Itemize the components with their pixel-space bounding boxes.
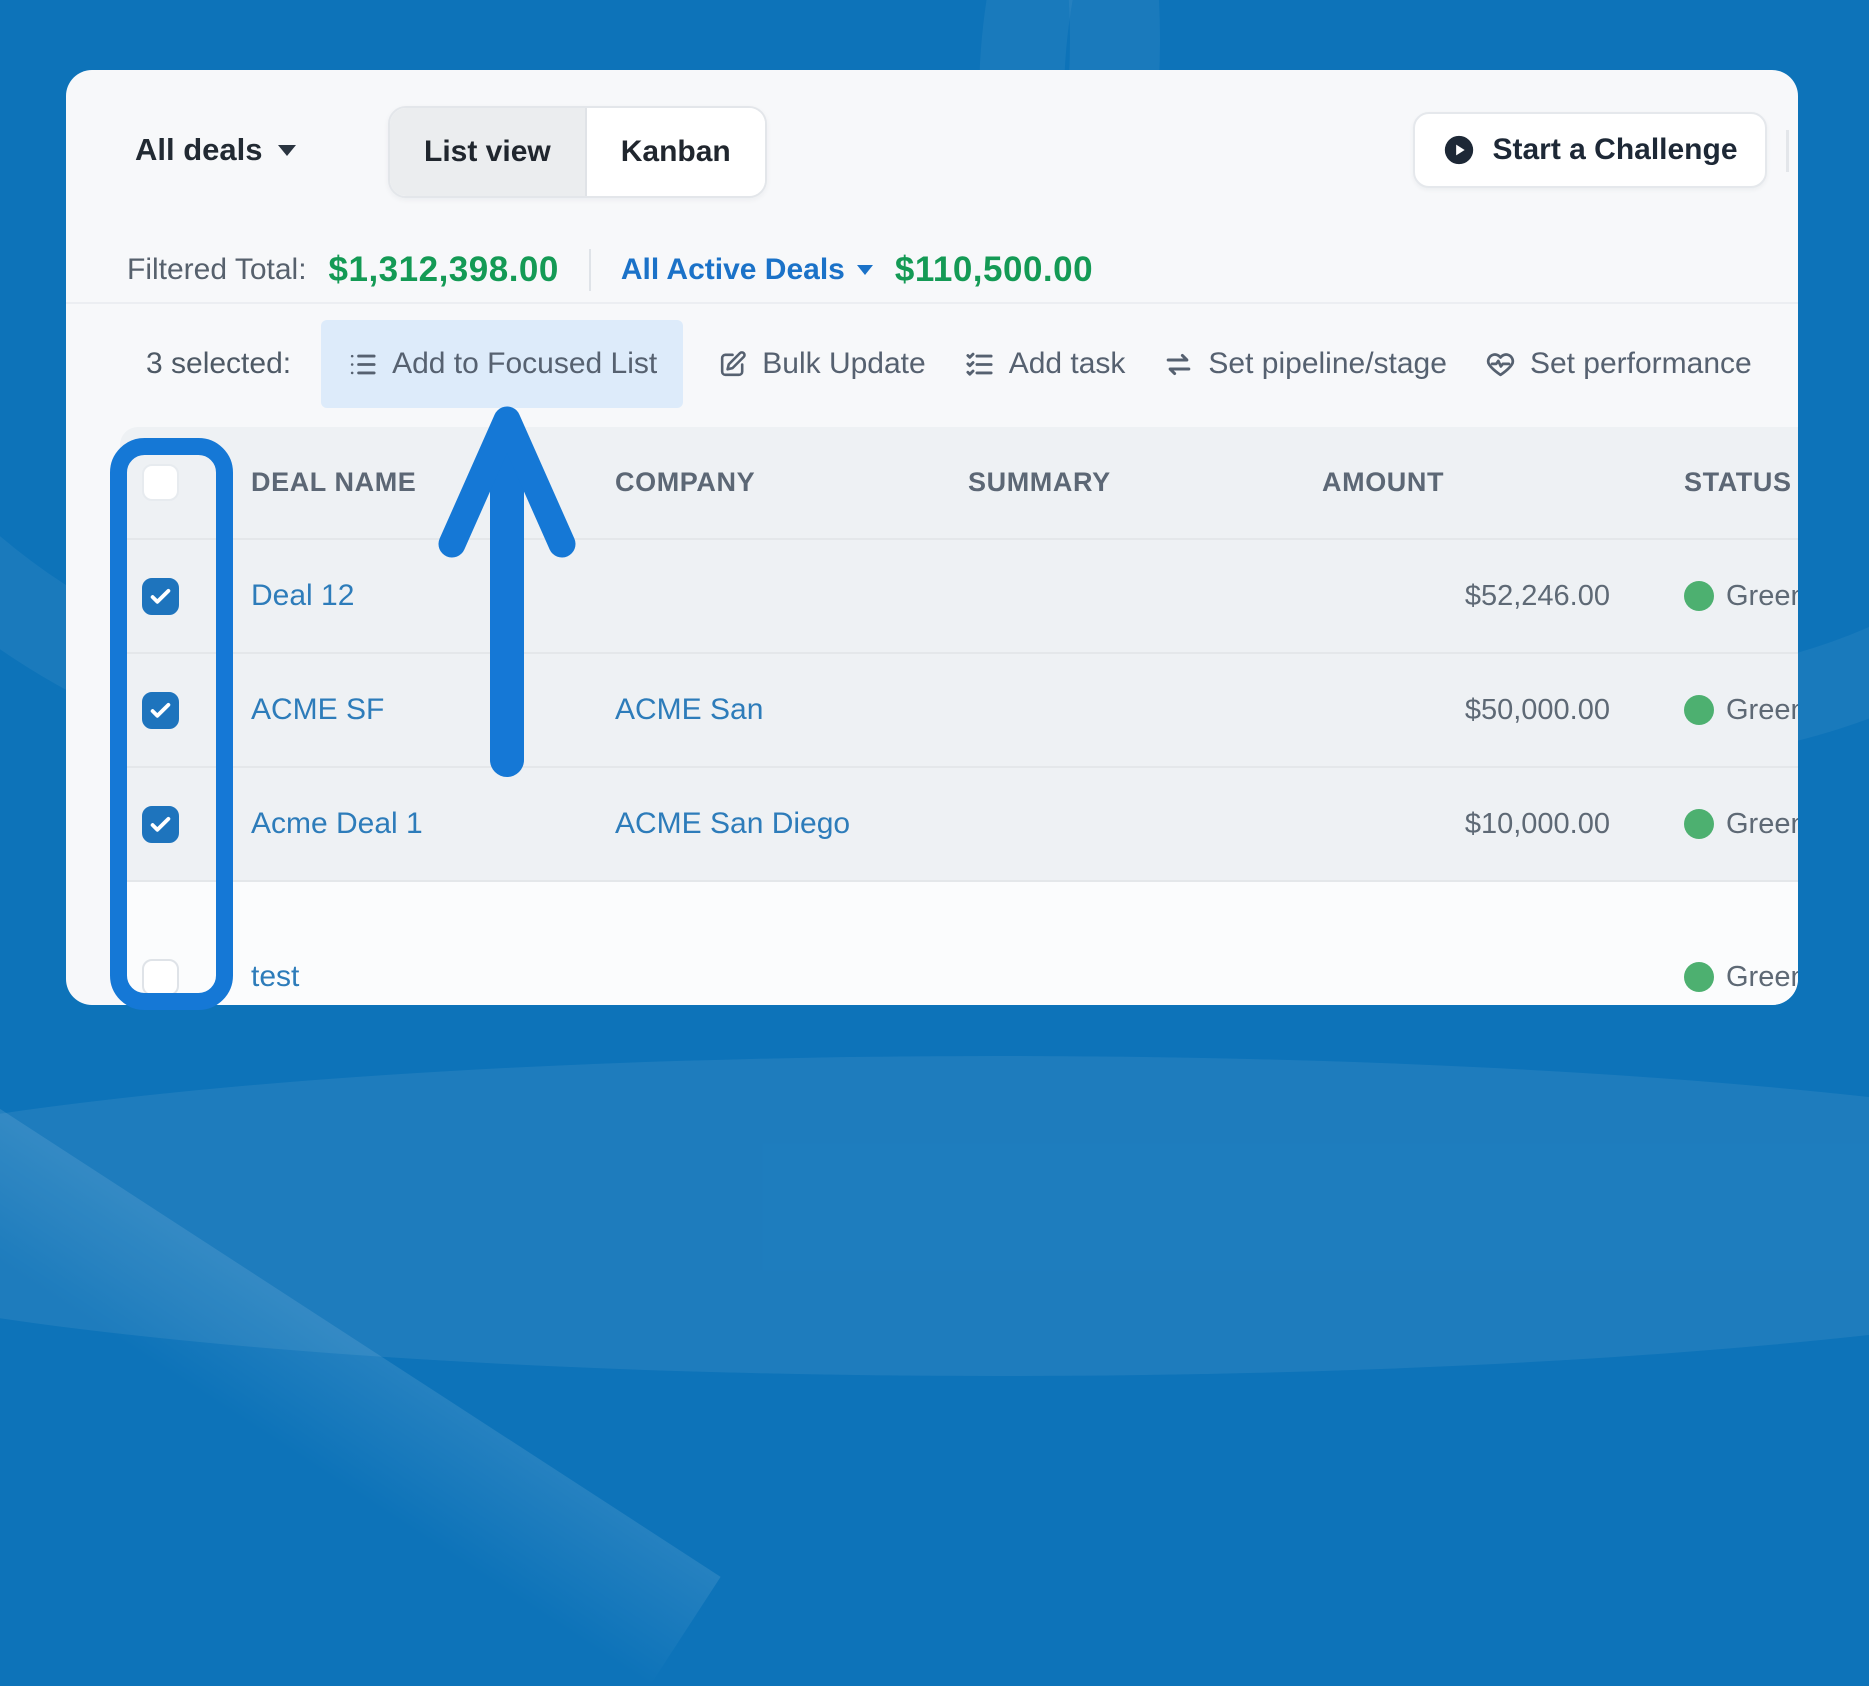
summary-cell <box>950 654 1300 766</box>
section-divider <box>66 302 1798 304</box>
amount-cell: $10,000.00 <box>1464 807 1610 840</box>
column-header-amount: AMOUNT <box>1322 467 1445 497</box>
row-checkbox[interactable] <box>142 958 179 996</box>
row-checkbox[interactable] <box>142 805 179 843</box>
filtered-total-amount: $1,312,398.00 <box>328 250 559 289</box>
tab-list-view-label: List view <box>424 135 551 168</box>
company-link[interactable]: ACME San <box>615 693 764 726</box>
bulk-action-label: Bulk Update <box>762 347 926 380</box>
bulk-action-add-to-focused-list[interactable]: Add to Focused List <box>321 320 684 408</box>
row-checkbox-cell <box>120 882 235 1005</box>
amount-cell: $52,246.00 <box>1464 579 1610 612</box>
status-label: Green <box>1726 960 1798 993</box>
table-row-acme-sf: ACME SF ACME San $50,000.00 Green <box>120 654 1798 768</box>
table-body: Deal 12 $52,246.00 Green ACME SF ACME San $50… <box>120 540 1798 1005</box>
heart-pulse-icon <box>1485 349 1516 380</box>
tab-kanban[interactable]: Kanban <box>586 108 765 196</box>
bulk-action-bulk-update[interactable]: Bulk Update <box>713 320 929 408</box>
deal-name-cell: test <box>235 882 600 1005</box>
column-header-deal-name: DEAL NAME <box>251 467 417 497</box>
select-all-cell <box>120 427 235 538</box>
row-checkbox-cell <box>120 540 235 652</box>
bulk-action-set-pipeline-stage[interactable]: Set pipeline/stage <box>1159 320 1451 408</box>
summary-cell <box>950 540 1300 652</box>
deal-name-link[interactable]: ACME SF <box>251 693 385 726</box>
status-cell: Green <box>1620 654 1798 766</box>
deal-name-link[interactable]: Acme Deal 1 <box>251 807 423 840</box>
status-dot-icon <box>1684 581 1714 611</box>
company-link[interactable]: ACME San Diego <box>615 807 851 840</box>
deals-table: DEAL NAME COMPANY SUMMARY AMOUNT STATUS … <box>120 427 1798 1005</box>
tab-kanban-label: Kanban <box>620 135 731 168</box>
status-label: Green <box>1726 579 1798 612</box>
totals-divider <box>588 249 591 291</box>
row-checkbox-cell <box>120 654 235 766</box>
play-circle-icon <box>1445 135 1474 165</box>
summary-cell <box>950 768 1300 880</box>
status-cell: Green <box>1620 882 1798 1005</box>
row-checkbox-cell <box>120 768 235 880</box>
bulk-action-label: Set pipeline/stage <box>1208 347 1447 380</box>
amount-cell <box>1300 882 1620 1005</box>
company-cell <box>600 882 950 1005</box>
bulk-action-label: Add task <box>1008 347 1126 380</box>
start-challenge-button[interactable]: Start a Challenge <box>1413 112 1767 188</box>
chevron-down-icon <box>856 265 873 275</box>
deals-filter-label: All deals <box>135 132 263 167</box>
topbar-divider <box>1786 130 1789 172</box>
table-row-acme-deal-1: Acme Deal 1 ACME San Diego $10,000.00 Green <box>120 768 1798 882</box>
bulk-action-label: Add to Focused List <box>392 347 658 380</box>
status-dot-icon <box>1684 695 1714 725</box>
bulk-action-label: Set performance <box>1529 347 1752 380</box>
active-deals-dropdown[interactable]: All Active Deals <box>621 253 873 287</box>
active-deals-label: All Active Deals <box>620 253 845 286</box>
company-cell: ACME San <box>600 654 950 766</box>
edit-icon <box>717 349 748 380</box>
filtered-total-label: Filtered Total: <box>127 253 307 286</box>
deal-name-link[interactable]: Deal 12 <box>251 579 355 612</box>
totals-row: Filtered Total: $1,312,398.00 All Active… <box>127 244 1093 296</box>
table-row-test: test Green <box>120 882 1798 1005</box>
status-cell: Green <box>1620 768 1798 880</box>
deal-name-cell: Acme Deal 1 <box>235 768 600 880</box>
deal-name-cell: ACME SF <box>235 654 600 766</box>
deal-name-cell: Deal 12 <box>235 540 600 652</box>
summary-cell <box>950 882 1300 1005</box>
status-label: Green <box>1726 693 1798 726</box>
company-cell: ACME San Diego <box>600 768 950 880</box>
column-header-status: STATUS <box>1684 467 1792 497</box>
swap-icon <box>1163 349 1194 380</box>
column-header-company: COMPANY <box>615 467 756 497</box>
deal-name-link[interactable]: test <box>251 960 300 993</box>
chevron-down-icon <box>277 144 296 156</box>
view-toggle: List view Kanban <box>388 106 767 198</box>
deals-panel: All deals List view Kanban Start a Chall… <box>66 70 1798 1005</box>
start-challenge-label: Start a Challenge <box>1492 133 1738 166</box>
bulk-action-set-performance[interactable]: Set performance <box>1481 320 1756 408</box>
active-deals-amount: $110,500.00 <box>894 250 1094 289</box>
selected-count-label: 3 selected: <box>146 347 292 380</box>
task-list-icon <box>964 349 995 380</box>
status-dot-icon <box>1684 962 1714 992</box>
company-cell <box>600 540 950 652</box>
row-checkbox[interactable] <box>142 691 179 729</box>
bulk-action-add-task[interactable]: Add task <box>960 320 1130 408</box>
table-header-row: DEAL NAME COMPANY SUMMARY AMOUNT STATUS <box>120 427 1798 540</box>
bulk-actions: Add to Focused List Bulk Update Add task Se… <box>321 320 1756 408</box>
status-label: Green <box>1726 807 1798 840</box>
column-header-summary: SUMMARY <box>968 467 1111 497</box>
row-checkbox[interactable] <box>142 577 179 615</box>
bulk-action-bar: 3 selected: Add to Focused List Bulk Upda… <box>146 318 1756 410</box>
deals-filter-dropdown[interactable]: All deals <box>135 118 296 182</box>
list-icon <box>347 349 378 380</box>
table-row-deal-12: Deal 12 $52,246.00 Green <box>120 540 1798 654</box>
tab-list-view[interactable]: List view <box>390 108 587 196</box>
amount-cell: $50,000.00 <box>1464 693 1610 726</box>
background-swirl-bottom-left <box>0 1005 721 1686</box>
background-band-bottom <box>0 1056 1869 1376</box>
status-cell: Green <box>1620 540 1798 652</box>
select-all-checkbox[interactable] <box>142 464 179 501</box>
status-dot-icon <box>1684 809 1714 839</box>
